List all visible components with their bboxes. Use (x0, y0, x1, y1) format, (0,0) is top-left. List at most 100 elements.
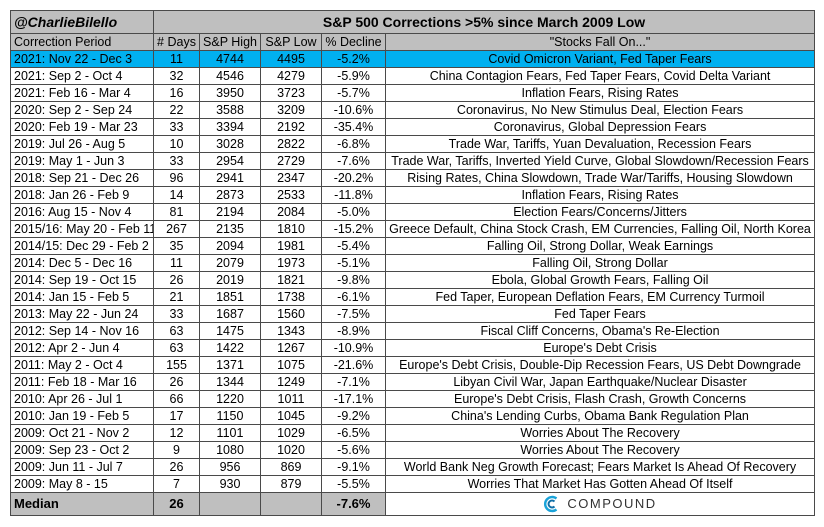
cell-days: 10 (153, 135, 200, 153)
cell-decline: -9.1% (321, 458, 386, 476)
table-row: 2009: May 8 - 15 7 930 879 -5.5% Worries That… (10, 475, 816, 493)
cell-reason: Falling Oil, Strong Dollar, Weak Earning… (384, 237, 816, 255)
cell-low: 1020 (260, 441, 322, 459)
cell-decline: -5.6% (321, 441, 386, 459)
table-row: 2021: Nov 22 - Dec 3 11 4744 4495 -5.2% Covid… (10, 50, 816, 68)
table-row: 2021: Feb 16 - Mar 4 16 3950 3723 -5.7% Infla… (10, 84, 816, 102)
cell-high: 2194 (199, 203, 261, 221)
cell-days: 16 (153, 84, 200, 102)
cell-reason: Inflation Fears, Rising Rates (384, 84, 816, 102)
cell-days: 81 (153, 203, 200, 221)
median-decline: -7.6% (321, 492, 386, 516)
cell-low: 1738 (260, 288, 322, 306)
table-row: 2012: Apr 2 - Jun 4 63 1422 1267 -10.9% Europ… (10, 339, 816, 357)
cell-decline: -6.5% (321, 424, 386, 442)
cell-reason: Trade War, Tariffs, Inverted Yield Curve… (384, 152, 816, 170)
cell-days: 26 (153, 458, 200, 476)
cell-decline: -7.6% (321, 152, 386, 170)
median-low (260, 492, 322, 516)
logo-cell: COMPOUND (384, 492, 816, 516)
table-row: 2019: Jul 26 - Aug 5 10 3028 2822 -6.8% Trade… (10, 135, 816, 153)
cell-high: 2873 (199, 186, 261, 204)
cell-reason: China's Lending Curbs, Obama Bank Regula… (384, 407, 816, 425)
table-row: 2013: May 22 - Jun 24 33 1687 1560 -7.5% Fed … (10, 305, 816, 323)
cell-high: 4744 (199, 50, 261, 68)
cell-days: 11 (153, 50, 200, 68)
cell-reason: Trade War, Tariffs, Yuan Devaluation, Re… (384, 135, 816, 153)
cell-high: 2941 (199, 169, 261, 187)
cell-period: 2014: Sep 19 - Oct 15 (10, 271, 154, 289)
cell-days: 96 (153, 169, 200, 187)
cell-days: 33 (153, 118, 200, 136)
cell-decline: -5.7% (321, 84, 386, 102)
cell-period: 2013: May 22 - Jun 24 (10, 305, 154, 323)
cell-high: 1422 (199, 339, 261, 357)
cell-decline: -17.1% (321, 390, 386, 408)
cell-reason: Greece Default, China Stock Crash, EM Cu… (384, 220, 816, 238)
cell-high: 2135 (199, 220, 261, 238)
cell-high: 4546 (199, 67, 261, 85)
cell-low: 1075 (260, 356, 322, 374)
cell-low: 2822 (260, 135, 322, 153)
table-row: 2014: Dec 5 - Dec 16 11 2079 1973 -5.1% Falli… (10, 254, 816, 272)
cell-low: 1249 (260, 373, 322, 391)
cell-high: 2954 (199, 152, 261, 170)
cell-high: 1475 (199, 322, 261, 340)
cell-high: 1344 (199, 373, 261, 391)
cell-period: 2010: Apr 26 - Jul 1 (10, 390, 154, 408)
cell-decline: -20.2% (321, 169, 386, 187)
table-row: 2018: Jan 26 - Feb 9 14 2873 2533 -11.8% Infl… (10, 186, 816, 204)
cell-days: 7 (153, 475, 200, 493)
compound-logo-icon (544, 495, 558, 513)
table-row: 2010: Apr 26 - Jul 1 66 1220 1011 -17.1% Euro… (10, 390, 816, 408)
table-row: 2014: Sep 19 - Oct 15 26 2019 1821 -9.8% Ebol… (10, 271, 816, 289)
table-row: 2020: Sep 2 - Sep 24 22 3588 3209 -10.6% Coro… (10, 101, 816, 119)
cell-decline: -5.1% (321, 254, 386, 272)
cell-reason: Falling Oil, Strong Dollar (384, 254, 816, 272)
cell-period: 2009: May 8 - 15 (10, 475, 154, 493)
cell-period: 2014: Dec 5 - Dec 16 (10, 254, 154, 272)
compound-logo: COMPOUND (543, 495, 656, 513)
table-row: 2011: May 2 - Oct 4 155 1371 1075 -21.6% Euro… (10, 356, 816, 374)
cell-period: 2021: Sep 2 - Oct 4 (10, 67, 154, 85)
cell-high: 1080 (199, 441, 261, 459)
cell-reason: Fed Taper, European Deflation Fears, EM … (384, 288, 816, 306)
cell-period: 2012: Apr 2 - Jun 4 (10, 339, 154, 357)
col-header-reason: "Stocks Fall On..." (384, 33, 816, 51)
table-row: 2011: Feb 18 - Mar 16 26 1344 1249 -7.1% Liby… (10, 373, 816, 391)
cell-days: 63 (153, 339, 200, 357)
cell-decline: -35.4% (321, 118, 386, 136)
cell-reason: Worries About The Recovery (384, 441, 816, 459)
cell-decline: -5.9% (321, 67, 386, 85)
corrections-table-container: @CharlieBilello S&P 500 Corrections >5% … (10, 10, 816, 516)
cell-reason: Libyan Civil War, Japan Earthquake/Nucle… (384, 373, 816, 391)
cell-low: 869 (260, 458, 322, 476)
table-row: 2015/16: May 20 - Feb 11 267 2135 1810 -15.2… (10, 220, 816, 238)
table-row: 2020: Feb 19 - Mar 23 33 3394 2192 -35.4% Cor… (10, 118, 816, 136)
col-header-period: Correction Period (10, 33, 154, 51)
cell-reason: Coronavirus, Global Depression Fears (384, 118, 816, 136)
table-row: 2009: Jun 11 - Jul 7 26 956 869 -9.1% World B… (10, 458, 816, 476)
cell-high: 3588 (199, 101, 261, 119)
cell-days: 63 (153, 322, 200, 340)
table-row: 2019: May 1 - Jun 3 33 2954 2729 -7.6% Trade … (10, 152, 816, 170)
cell-reason: Worries That Market Has Gotten Ahead Of … (384, 475, 816, 493)
median-row: Median 26 -7.6% COMPOUND (10, 492, 816, 516)
cell-high: 3028 (199, 135, 261, 153)
table-row: 2018: Sep 21 - Dec 26 96 2941 2347 -20.2% Ris… (10, 169, 816, 187)
col-header-days: # Days (153, 33, 200, 51)
table-title: S&P 500 Corrections >5% since March 2009… (152, 10, 816, 34)
median-high (199, 492, 261, 516)
cell-reason: World Bank Neg Growth Forecast; Fears Ma… (384, 458, 816, 476)
cell-decline: -5.0% (321, 203, 386, 221)
cell-reason: Covid Omicron Variant, Fed Taper Fears (384, 50, 816, 68)
cell-reason: Rising Rates, China Slowdown, Trade War/… (384, 169, 816, 187)
cell-decline: -10.9% (321, 339, 386, 357)
cell-high: 2019 (199, 271, 261, 289)
table-row: 2010: Jan 19 - Feb 5 17 1150 1045 -9.2% China… (10, 407, 816, 425)
table-row: 2009: Oct 21 - Nov 2 12 1101 1029 -6.5% Worri… (10, 424, 816, 442)
col-header-high: S&P High (199, 33, 261, 51)
cell-decline: -11.8% (321, 186, 386, 204)
cell-low: 879 (260, 475, 322, 493)
table-row: 2012: Sep 14 - Nov 16 63 1475 1343 -8.9% Fisc… (10, 322, 816, 340)
